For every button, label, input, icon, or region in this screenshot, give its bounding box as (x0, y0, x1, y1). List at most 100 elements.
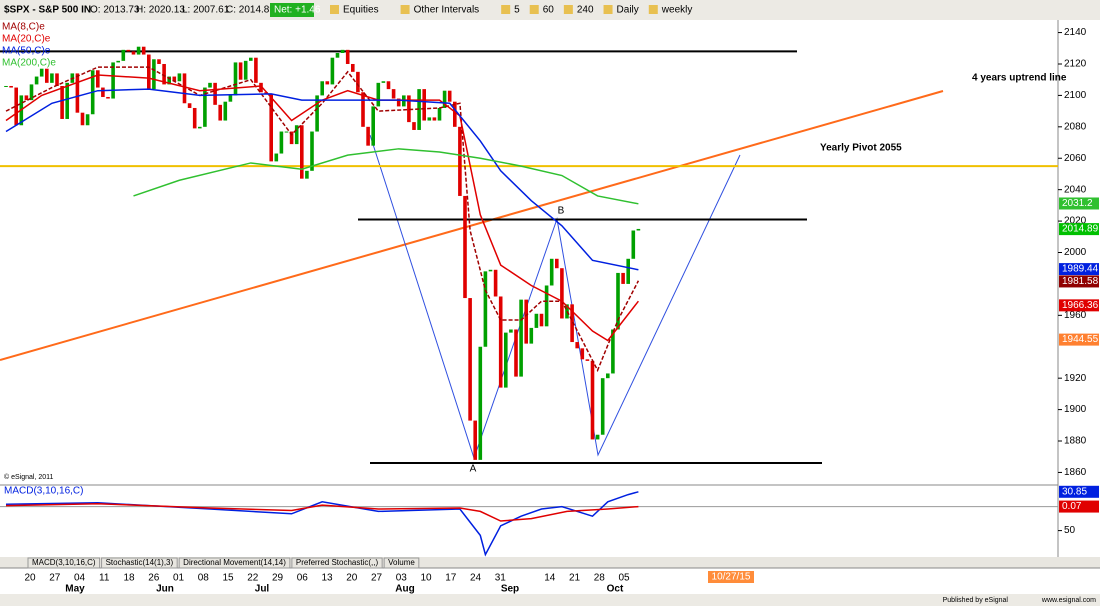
publisher: Published by eSignal (943, 597, 1009, 604)
interval[interactable]: 5 (514, 5, 520, 16)
candle (29, 84, 34, 101)
candle (208, 82, 212, 88)
candle (351, 63, 355, 72)
candle (361, 92, 365, 127)
candle (376, 82, 381, 107)
candle (381, 81, 386, 83)
menu[interactable]: Equities (343, 5, 379, 16)
candle (167, 76, 171, 85)
price-tag-label: 1981.58 (1062, 276, 1099, 287)
candle (595, 434, 600, 440)
tab-frame (291, 557, 383, 569)
candle (106, 96, 110, 99)
day-label: 13 (321, 573, 333, 584)
price-tag (1059, 333, 1099, 346)
candle (325, 81, 330, 85)
day-label: 04 (74, 573, 86, 584)
candle (580, 348, 585, 360)
candle (391, 89, 396, 99)
y-tick-label: 1860 (1064, 467, 1087, 478)
indicator-tab[interactable]: Volume (388, 558, 415, 567)
candle (300, 125, 304, 179)
candle (172, 76, 177, 82)
candle (340, 49, 345, 53)
candle (437, 107, 442, 121)
candle (468, 298, 472, 421)
month-label: Sep (501, 584, 519, 595)
interval[interactable]: Daily (617, 5, 639, 16)
candle (141, 46, 146, 55)
month-label: Aug (395, 584, 414, 595)
price-tag-label: 1989.44 (1062, 264, 1099, 275)
day-label: 21 (569, 573, 581, 584)
symbol[interactable]: $SPX - S&P 500 IN (4, 5, 91, 16)
month-label: Jul (255, 584, 270, 595)
candle (55, 73, 59, 86)
y-tick-label: 2120 (1064, 59, 1087, 70)
candle (60, 85, 64, 119)
month-label: May (65, 584, 85, 595)
day-label: 27 (371, 573, 383, 584)
candle (4, 85, 8, 87)
indicator-tab[interactable]: Stochastic(14(1),3) (106, 558, 174, 567)
indicator-tab[interactable]: Preferred Stochastic(,,) (296, 558, 379, 567)
interval-icon (529, 5, 539, 14)
y-tick-label: 2060 (1064, 153, 1087, 164)
interval[interactable]: 60 (543, 5, 555, 16)
candle (228, 95, 233, 102)
day-label: 20 (346, 573, 358, 584)
day-label: 27 (49, 573, 61, 584)
day-label: 26 (148, 573, 160, 584)
candle (600, 378, 605, 435)
harmonic-pattern (369, 134, 741, 460)
day-label: 11 (99, 573, 110, 584)
macd-tag-label: 0.07 (1062, 501, 1082, 512)
price-tag-label: 2014.89 (1062, 224, 1099, 235)
interval-icon (648, 5, 658, 14)
candle (626, 258, 630, 284)
menu[interactable]: Other Intervals (414, 5, 480, 16)
day-label: 14 (544, 573, 556, 584)
tab-frame (101, 557, 178, 569)
candle (223, 101, 228, 121)
tab-bar (0, 557, 1100, 568)
legend-entry: MA(20,C)e (2, 34, 51, 45)
candle (412, 122, 416, 130)
candle (422, 89, 426, 121)
candle (136, 46, 141, 55)
candle (570, 304, 574, 343)
day-label: 01 (173, 573, 185, 584)
candle (590, 360, 595, 440)
interval[interactable]: weekly (661, 5, 693, 16)
candle (116, 60, 120, 63)
quote-open: O: 2013.73 (90, 5, 140, 16)
candle (269, 93, 273, 162)
candle (335, 52, 340, 58)
day-label: 22 (247, 573, 259, 584)
candle (330, 57, 335, 85)
candle (320, 81, 324, 96)
candle (371, 106, 375, 146)
candle (483, 271, 488, 347)
day-label: 06 (297, 573, 309, 584)
point-b: B (558, 206, 565, 217)
menu-icon (330, 5, 339, 14)
macd-line (5, 491, 639, 557)
candle (45, 68, 49, 83)
candle (560, 268, 564, 319)
tab-frame (27, 557, 101, 569)
interval[interactable]: 240 (577, 5, 594, 16)
candle (529, 327, 534, 344)
quote-close: C: 2014.89 (226, 5, 275, 16)
indicator-tab[interactable]: MACD(3,10,16,C) (32, 558, 96, 567)
day-label: 20 (24, 573, 36, 584)
net-box (270, 3, 314, 17)
month-label: Oct (607, 584, 624, 595)
candle (249, 57, 253, 61)
price-tag (1059, 197, 1099, 210)
month-label: Jun (156, 584, 174, 595)
candle (549, 258, 554, 286)
candle (386, 81, 391, 90)
candle (310, 131, 314, 171)
indicator-tab[interactable]: Directional Movement(14,14) (183, 558, 286, 567)
